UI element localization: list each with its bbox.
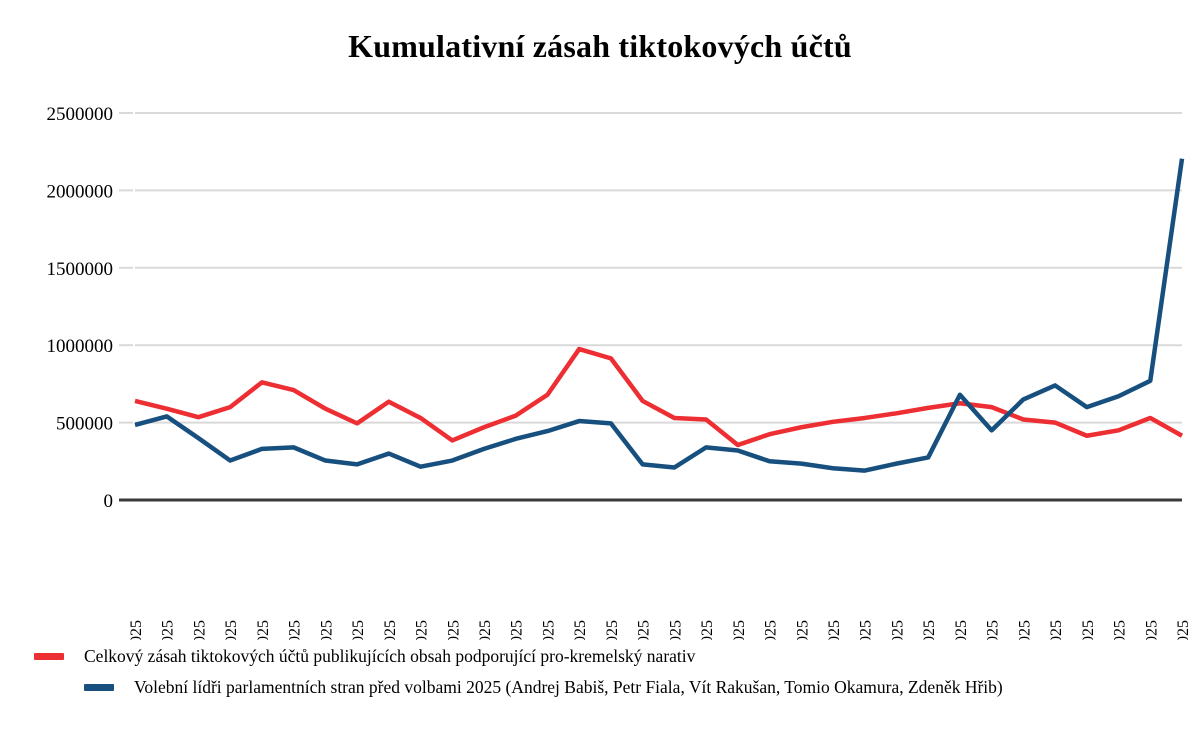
y-axis-tick-label: 0 — [104, 491, 114, 512]
x-axis-tick-label: 11.09.2025 — [445, 620, 462, 640]
x-axis-tick-labels: 01.09.2025 02.09.2025 03.09.2025 04.09.2025… — [128, 620, 1192, 640]
legend-item-party-leaders: Volební lídři parlamentních stran před v… — [0, 672, 1200, 703]
series-line-party-leaders — [134, 158, 1185, 473]
x-axis-tick-label: 04.10.2025 — [1175, 620, 1192, 640]
x-axis-tick-label: 01.10.2025 — [1080, 620, 1097, 640]
x-axis-tick-label: 21.09.2025 — [763, 620, 780, 640]
x-axis-tick-label: 15.09.2025 — [572, 620, 589, 640]
x-axis-tick-label: 26.09.2025 — [921, 620, 938, 640]
chart-legend: Celkový zásah tiktokových účtů publikují… — [0, 641, 1200, 703]
legend-item-total-reach: Celkový zásah tiktokových účtů publikují… — [0, 641, 1200, 672]
x-axis-tick-label: 16.09.2025 — [604, 620, 621, 640]
x-axis-tick-label: 09.09.2025 — [382, 620, 399, 640]
x-axis-tick-label: 02.09.2025 — [160, 620, 177, 640]
legend-swatch-total-reach — [34, 653, 64, 660]
x-axis-tick-label: 05.09.2025 — [255, 620, 272, 640]
x-axis-tick-label: 19.09.2025 — [699, 620, 716, 640]
legend-swatch-party-leaders — [84, 684, 114, 691]
gridlines-group — [135, 112, 1182, 424]
chart-title: Kumulativní zásah tiktokových účtů — [348, 28, 852, 64]
x-axis-tick-label: 17.09.2025 — [636, 620, 653, 640]
x-axis-tick-label: 10.09.2025 — [414, 620, 431, 640]
y-axis-tick-label: 1000000 — [47, 336, 114, 357]
y-axis-tick-label: 2500000 — [47, 104, 114, 125]
y-axis-tick-label: 500000 — [56, 414, 113, 435]
x-axis-tick-label: 25.09.2025 — [889, 620, 906, 640]
x-axis-tick-label: 28.09.2025 — [985, 620, 1002, 640]
x-axis-tick-label: 18.09.2025 — [667, 620, 684, 640]
x-axis-tick-label: 29.09.2025 — [1016, 620, 1033, 640]
x-axis-tick-label: 04.09.2025 — [223, 620, 240, 640]
x-axis-tick-label: 01.09.2025 — [128, 620, 145, 640]
x-axis-tick-label: 02.10.2025 — [1112, 620, 1129, 640]
x-axis-tick-label: 27.09.2025 — [953, 620, 970, 640]
x-axis-tick-label: 07.09.2025 — [318, 620, 335, 640]
x-axis-tick-label: 20.09.2025 — [731, 620, 748, 640]
legend-label-total-reach: Celkový zásah tiktokových účtů publikují… — [84, 645, 696, 666]
x-axis-tick-label: 24.09.2025 — [858, 620, 875, 640]
x-axis-tick-label: 13.09.2025 — [509, 620, 526, 640]
y-axis-tick-labels: 0 500000 1000000 1500000 2000000 2500000 — [47, 104, 133, 512]
y-axis-tick-label: 1500000 — [47, 259, 114, 280]
y-axis-tick-label: 2000000 — [47, 181, 114, 202]
x-axis-tick-label: 14.09.2025 — [540, 620, 557, 640]
x-axis-tick-label: 03.10.2025 — [1143, 620, 1160, 640]
x-axis-tick-label: 06.09.2025 — [287, 620, 304, 640]
x-axis-tick-label: 12.09.2025 — [477, 620, 494, 640]
x-axis-tick-label: 08.09.2025 — [350, 620, 367, 640]
x-axis-tick-label: 23.09.2025 — [826, 620, 843, 640]
x-axis-tick-label: 22.09.2025 — [794, 620, 811, 640]
series-lines-group — [134, 158, 1185, 473]
legend-label-party-leaders: Volební lídři parlamentních stran před v… — [134, 676, 1003, 697]
x-axis-tick-label: 03.09.2025 — [191, 620, 208, 640]
line-chart-plot: 0 500000 1000000 1500000 2000000 2500000 01.0… — [47, 104, 1193, 640]
x-axis-tick-label: 30.09.2025 — [1048, 620, 1065, 640]
